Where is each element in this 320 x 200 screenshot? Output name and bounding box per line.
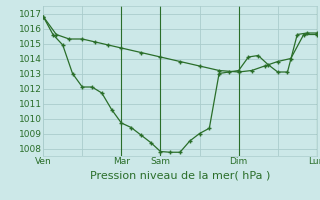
X-axis label: Pression niveau de la mer( hPa ): Pression niveau de la mer( hPa ) bbox=[90, 171, 270, 181]
